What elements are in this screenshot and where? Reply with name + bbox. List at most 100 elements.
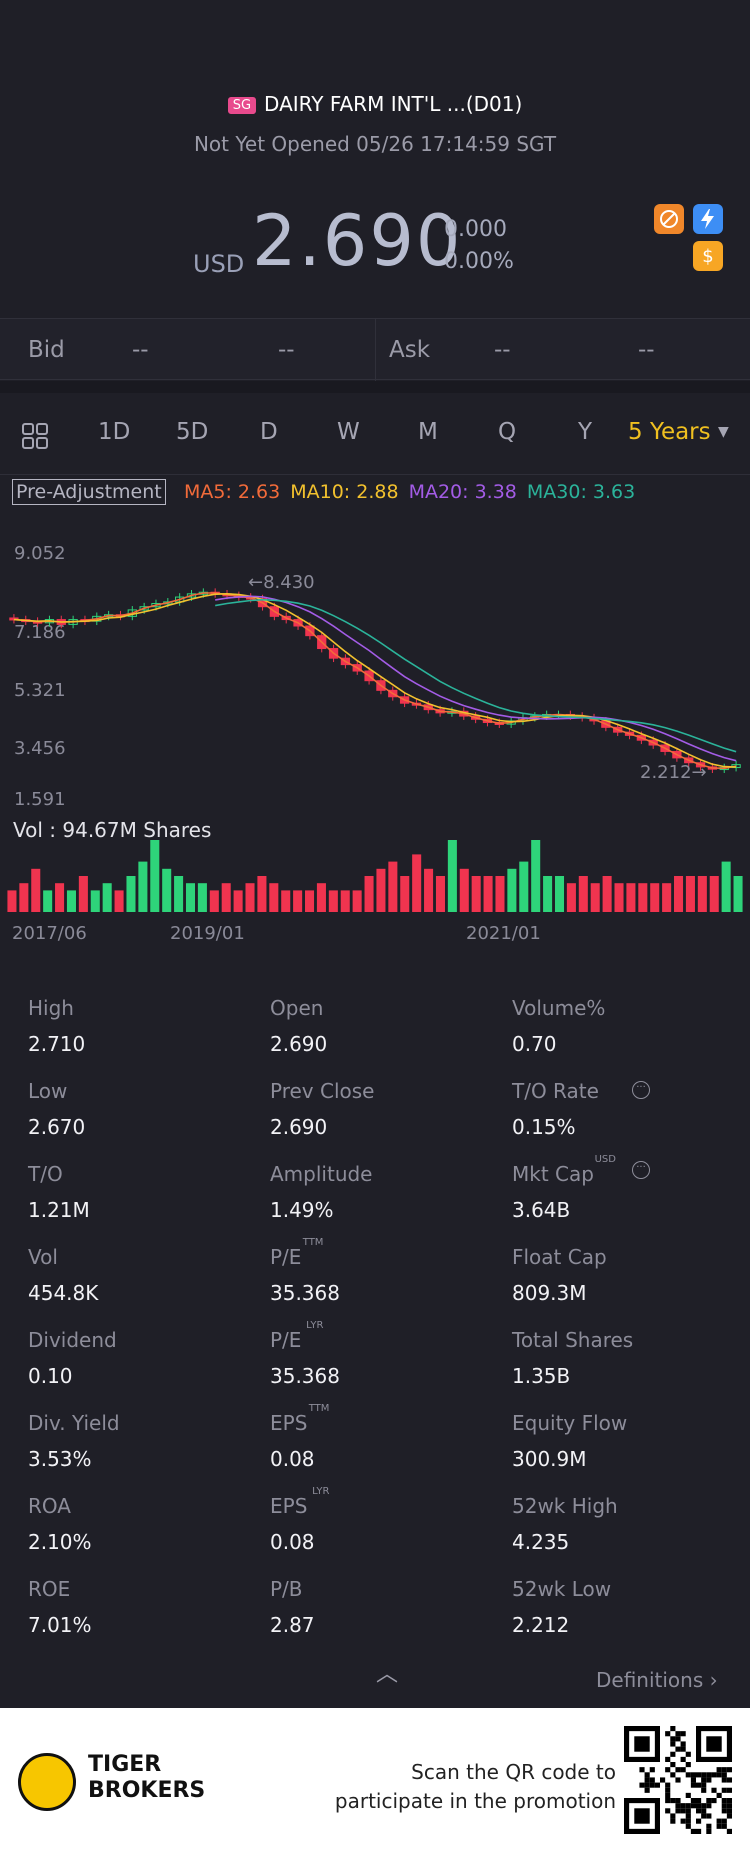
stat-value: 2.10% (28, 1530, 92, 1554)
volume-bar (55, 883, 65, 912)
stat-label: Prev Close (270, 1079, 375, 1103)
volume-bar (43, 890, 53, 912)
tab-5-years-label: 5 Years (628, 419, 711, 445)
volume-bar (185, 883, 196, 912)
tab-day[interactable]: D (260, 419, 278, 445)
y-tick-label: 9.052 (14, 543, 66, 564)
high-marker-label: ←8.430 (248, 572, 315, 593)
stat-label: Vol (28, 1245, 58, 1269)
volume-bar (364, 876, 374, 912)
volume-bar (495, 876, 505, 912)
volume-bar (78, 876, 88, 912)
stat-label: Dividend (28, 1328, 117, 1352)
tab-quarter[interactable]: Q (498, 419, 517, 445)
stat-label: EPS TTM (270, 1403, 330, 1435)
stat-item: Vol 454.8K (28, 1245, 98, 1305)
volume-bar (400, 876, 410, 912)
tab-year[interactable]: Y (578, 419, 593, 445)
y-tick-label: 5.321 (14, 680, 66, 701)
stat-label: Div. Yield (28, 1411, 120, 1435)
stat-label: Amplitude (270, 1162, 373, 1186)
definitions-link[interactable]: Definitions › (596, 1668, 718, 1692)
volume-bar (721, 861, 731, 912)
high-marker-value: 8.430 (263, 572, 315, 593)
x-tick-label: 2019/01 (170, 923, 245, 944)
stat-label: Volume% (512, 996, 606, 1020)
volume-bar (209, 890, 219, 912)
tab-1d[interactable]: 1D (98, 419, 131, 445)
candle-body (139, 606, 149, 611)
pre-adjustment-toggle[interactable]: Pre-Adjustment (12, 479, 166, 505)
volume-chart[interactable] (0, 840, 750, 912)
volume-bar (543, 876, 553, 912)
low-marker-value: 2.212 (640, 762, 692, 783)
moving-average-line (13, 592, 737, 768)
tab-month[interactable]: M (418, 419, 438, 445)
volume-bar (626, 883, 636, 912)
stat-value: 809.3M (512, 1281, 587, 1305)
stat-item: EPS TTM 0.08 (270, 1403, 330, 1471)
qr-code-icon[interactable] (624, 1726, 732, 1834)
moving-average-line (215, 595, 737, 762)
volume-bar (7, 890, 17, 912)
volume-bar (638, 883, 648, 912)
stat-label: 52wk High (512, 1494, 618, 1518)
candlestick-chart[interactable] (0, 560, 750, 800)
layout-grid-icon[interactable] (22, 423, 48, 449)
stat-item: T/O Rate 0.15% (512, 1079, 599, 1139)
volume-value: 94.67M Shares (62, 818, 212, 842)
stat-value: 0.70 (512, 1032, 557, 1056)
dollar-icon[interactable]: $ (693, 241, 723, 271)
volume-bar (102, 883, 112, 912)
tab-week[interactable]: W (337, 419, 360, 445)
y-tick-label: 3.456 (14, 738, 66, 759)
volume-bar (483, 876, 493, 912)
stat-label: T/O (28, 1162, 63, 1186)
no-short-sell-icon[interactable] (654, 204, 684, 234)
volume-bar (328, 890, 338, 912)
stat-label: Total Shares (512, 1328, 634, 1352)
promo-footer: TIGER BROKERS Scan the QR code to partic… (0, 1708, 750, 1854)
ma10-value: MA10: 2.88 (290, 481, 399, 503)
stat-item: Mkt Cap USD 3.64B (512, 1154, 616, 1222)
stock-name: DAIRY FARM INT'L ...(D01) (264, 92, 523, 116)
stat-item: Float Cap 809.3M (512, 1245, 607, 1305)
stock-title: SG DAIRY FARM INT'L ...(D01) (0, 92, 750, 116)
volume-bar (590, 883, 600, 912)
x-tick-label: 2021/01 (466, 923, 541, 944)
stat-value: 3.53% (28, 1447, 92, 1471)
period-tabs: 1D 5D D W M Q Y 5 Years ▼ (0, 393, 750, 475)
stat-value: 35.368 (270, 1281, 340, 1305)
volume-bar (578, 876, 588, 912)
info-icon[interactable]: ··· (632, 1161, 650, 1179)
info-icon[interactable]: ··· (632, 1081, 650, 1099)
volume-bar (674, 876, 684, 912)
volume-bar (293, 890, 303, 912)
ma5-value: MA5: 2.63 (184, 481, 281, 503)
stat-value: 300.9M (512, 1447, 587, 1471)
stat-item: T/O 1.21M (28, 1162, 90, 1222)
volume-bar (424, 868, 434, 912)
fast-icon[interactable] (693, 204, 723, 234)
stat-label: ROE (28, 1577, 71, 1601)
brand-name: TIGER BROKERS (88, 1752, 206, 1803)
stat-label: Float Cap (512, 1245, 607, 1269)
chevron-up-icon[interactable]: ︿ (376, 1662, 399, 1687)
volume-bar (697, 876, 707, 912)
volume-bar (531, 840, 541, 912)
stat-value: 2.710 (28, 1032, 86, 1056)
stat-value: 2.690 (270, 1115, 328, 1139)
tab-5d[interactable]: 5D (176, 419, 209, 445)
promo-text: Scan the QR code to participate in the p… (334, 1760, 616, 1813)
stat-item: High 2.710 (28, 996, 85, 1056)
volume-bar (459, 868, 469, 912)
ask-size: -- (638, 337, 655, 363)
stat-value: 4.235 (512, 1530, 570, 1554)
volume-bar (114, 890, 124, 912)
volume-bar (197, 883, 207, 912)
stat-label: 52wk Low (512, 1577, 612, 1601)
tab-5-years[interactable]: 5 Years ▼ (628, 419, 729, 445)
volume-bar (709, 876, 719, 912)
bid-price: -- (132, 337, 149, 363)
x-tick-label: 2017/06 (12, 923, 87, 944)
